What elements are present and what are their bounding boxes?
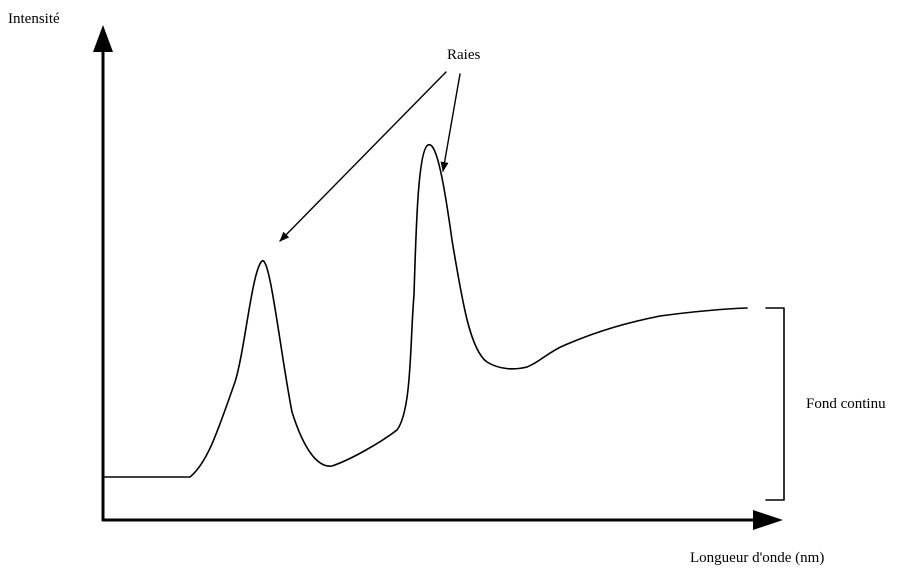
- y-axis-arrowhead: [93, 25, 113, 52]
- x-axis-arrowhead: [753, 510, 783, 530]
- background-label: Fond continu: [806, 396, 886, 412]
- peak-1-arrow: [279, 71, 447, 242]
- peak-2-arrow: [440, 73, 461, 172]
- peaks-label: Raies: [447, 47, 480, 63]
- spectrum-curve: [104, 144, 748, 478]
- background-bracket: [765, 307, 785, 501]
- y-axis-label: Intensité: [8, 11, 60, 27]
- x-axis-label: Longueur d'onde (nm): [690, 550, 824, 566]
